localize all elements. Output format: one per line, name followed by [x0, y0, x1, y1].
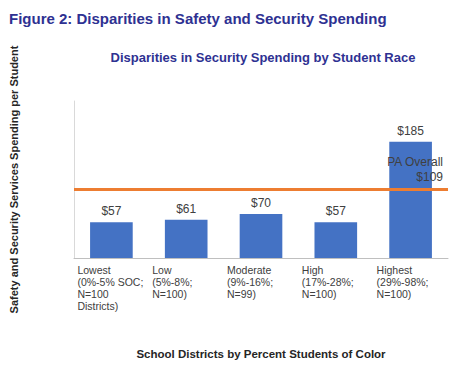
svg-text:PA Overall: PA Overall: [387, 155, 443, 169]
svg-text:$57: $57: [101, 204, 121, 218]
svg-text:Lowest: Lowest: [77, 264, 110, 276]
svg-text:Districts): Districts): [77, 300, 118, 312]
svg-text:Safety and Security Services S: Safety and Security Services Spending pe…: [8, 45, 20, 313]
svg-text:(29%-98%;: (29%-98%;: [377, 276, 429, 288]
svg-text:$109: $109: [416, 170, 443, 184]
svg-text:High: High: [302, 264, 324, 276]
svg-text:(17%-28%;: (17%-28%;: [302, 276, 354, 288]
svg-text:School Districts by Percent St: School Districts by Percent Students of …: [136, 348, 386, 360]
svg-text:$57: $57: [326, 204, 346, 218]
svg-text:(0%-5% SOC;: (0%-5% SOC;: [77, 276, 143, 288]
svg-text:Disparities in Security Spendi: Disparities in Security Spending by Stud…: [111, 50, 416, 65]
svg-text:$70: $70: [251, 196, 271, 210]
svg-text:Figure 2: Disparities in Safet: Figure 2: Disparities in Safety and Secu…: [9, 10, 387, 27]
svg-text:Low: Low: [152, 264, 172, 276]
svg-text:N=100): N=100): [377, 288, 412, 300]
svg-text:N=100): N=100): [152, 288, 187, 300]
svg-text:Moderate: Moderate: [227, 264, 272, 276]
svg-text:N=100): N=100): [302, 288, 337, 300]
svg-text:N=100: N=100: [77, 288, 108, 300]
svg-text:N=99): N=99): [227, 288, 256, 300]
svg-text:$61: $61: [176, 202, 196, 216]
svg-text:(5%-8%;: (5%-8%;: [152, 276, 192, 288]
svg-text:$185: $185: [397, 124, 424, 138]
svg-text:(9%-16%;: (9%-16%;: [227, 276, 273, 288]
svg-text:Highest: Highest: [377, 264, 413, 276]
